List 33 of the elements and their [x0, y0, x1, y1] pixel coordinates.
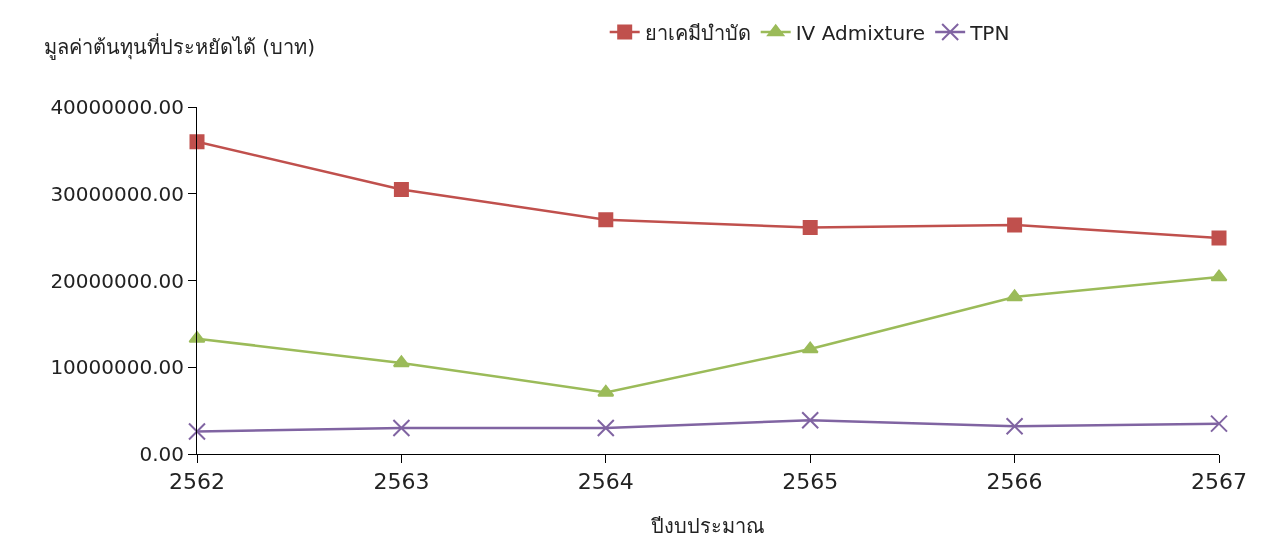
point — [1210, 414, 1228, 433]
point — [189, 134, 205, 150]
point — [597, 384, 615, 397]
point — [598, 212, 614, 228]
point — [392, 355, 410, 368]
point — [393, 181, 409, 197]
legend-label: IV Admixture — [795, 20, 926, 45]
y-tick-label: 30000000.00 — [50, 181, 184, 206]
x-tick-label: 2565 — [782, 469, 839, 495]
point — [188, 422, 206, 441]
point — [801, 411, 820, 430]
x-tick-label: 2567 — [1191, 469, 1247, 495]
point — [1211, 230, 1227, 246]
legend-label: TPN — [969, 20, 1010, 45]
x-axis-title: ปีงบประมาณ — [651, 514, 765, 538]
point — [802, 220, 818, 236]
y-tick-label: 0.00 — [139, 442, 184, 466]
point — [1210, 269, 1228, 282]
point — [392, 418, 411, 437]
point — [801, 341, 819, 354]
point — [1005, 417, 1024, 436]
y-tick-label: 20000000.00 — [50, 268, 184, 293]
y-tick-label: 10000000.00 — [50, 355, 184, 380]
y-axis-title: มูลค่าต้นทุนที่ประหยัดได้ (บาท) — [44, 33, 315, 60]
point — [1006, 289, 1024, 302]
x-tick-label: 2562 — [169, 469, 225, 495]
legend-label: ยาเคมีบำบัด — [644, 20, 751, 45]
x-tick-label: 2566 — [986, 469, 1043, 495]
x-tick-label: 2563 — [373, 469, 430, 495]
x-tick-label: 2564 — [577, 469, 634, 495]
point — [596, 418, 615, 437]
y-tick-label: 40000000.00 — [50, 95, 184, 119]
point — [1007, 217, 1023, 233]
